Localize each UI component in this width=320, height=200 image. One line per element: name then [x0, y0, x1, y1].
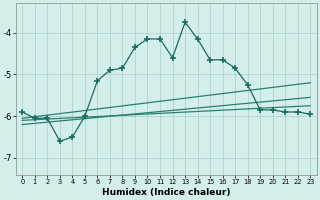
X-axis label: Humidex (Indice chaleur): Humidex (Indice chaleur)	[102, 188, 230, 197]
